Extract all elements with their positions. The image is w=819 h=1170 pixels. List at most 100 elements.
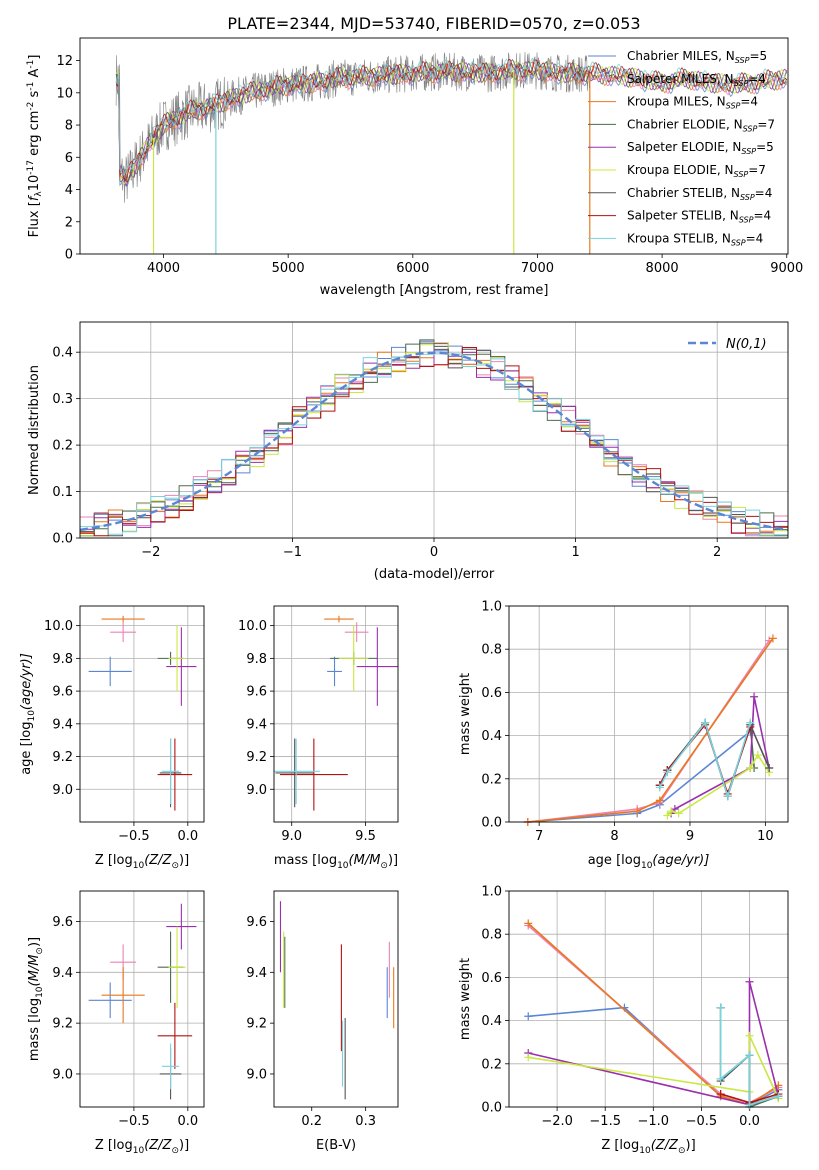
histogram-plot <box>80 339 788 537</box>
x-axis-label: Z [log10(Z/Z⊙)] <box>95 853 189 871</box>
weight-marker <box>745 1100 754 1109</box>
y-axis-label-part: f <box>27 194 42 201</box>
y-axis-label-part: -2 <box>26 102 36 111</box>
y-axis-label-part: s <box>27 90 42 101</box>
y-axis-label-part: age [log <box>19 722 34 775</box>
y-axis-label-part: Flux [ <box>27 201 42 237</box>
y-tick-label: 0.4 <box>481 729 502 744</box>
model-spectrum <box>115 59 788 182</box>
legend-label: Salpeter ELODIE, NSSP=5 <box>627 140 774 156</box>
x-tick-label: −2 <box>141 545 160 560</box>
x-tick-label: 9 <box>686 829 694 844</box>
weight-line <box>527 637 774 823</box>
y-axis-label-part: -1 <box>26 82 36 91</box>
legend-label-base: Salpeter STELIB, N <box>627 209 739 223</box>
y-axis-label-part: A <box>27 69 42 82</box>
panel-mass_vs_EBV: 0.2 0.3 9.0 9.2 9.4 9.6 E(B-V) <box>246 890 399 1153</box>
legend-label: Kroupa MILES, NSSP=4 <box>627 95 758 111</box>
y-tick-label: 0.6 <box>481 686 502 701</box>
x-axis-label-part: (Z/Z <box>651 1138 679 1153</box>
y-tick-label: 10.0 <box>238 619 267 634</box>
x-tick-label: 7000 <box>521 261 554 276</box>
errorbar-plot <box>88 903 197 1100</box>
y-tick-label: 0.0 <box>481 1101 502 1116</box>
x-tick-label: 10 <box>757 829 774 844</box>
x-axis-label-part: ⊙ <box>678 1146 686 1156</box>
y-tick-label: 9.4 <box>246 717 267 732</box>
x-axis-label-part: ⊙ <box>380 861 388 871</box>
y-tick-label: 8 <box>65 119 73 134</box>
legend-label: N(0,1) <box>726 337 767 352</box>
legend-label-base: Chabrier ELODIE, N <box>627 117 743 131</box>
legend-label-base: Kroupa ELODIE, N <box>627 163 734 177</box>
axes-frame <box>273 890 399 1108</box>
y-tick-label: 4 <box>65 183 73 198</box>
weight-marker <box>633 807 642 816</box>
x-axis-label: E(B-V) <box>316 1138 356 1153</box>
weight-marker <box>774 1092 783 1101</box>
weight-marker <box>667 807 676 816</box>
legend-label-sub: SSP <box>739 216 754 225</box>
weight-marker <box>746 764 755 772</box>
y-tick-label: 10.0 <box>44 619 73 634</box>
weight-line <box>527 640 770 823</box>
errorbar-plot <box>88 615 197 811</box>
y-axis-label: mass weight <box>458 958 473 1040</box>
weight-marker <box>716 1074 725 1083</box>
legend-label-base: Kroupa STELIB, N <box>627 231 731 245</box>
y-axis-label-part: erg cm <box>27 111 42 160</box>
y-tick-label: 0.0 <box>481 816 502 831</box>
errorbar-plot <box>279 901 395 1100</box>
y-axis-label-part: λ <box>34 191 44 197</box>
legend-label-tail: =4 <box>740 95 758 109</box>
y-tick-label: 9.2 <box>246 1017 267 1032</box>
legend-label-sub: SSP <box>740 193 755 202</box>
x-tick-label: 2 <box>713 545 721 560</box>
y-axis-label-part: (age/yr)] <box>19 653 34 710</box>
legend-label-sub: SSP <box>734 170 749 179</box>
model-spectrum <box>115 57 787 176</box>
legend-label-base: Salpeter MILES, N <box>627 72 734 86</box>
y-axis-label: mass weight <box>458 673 473 755</box>
x-tick-label: 9.5 <box>355 829 376 844</box>
y-tick-label: 0.3 <box>52 392 73 407</box>
y-tick-label: 0.4 <box>481 1014 502 1029</box>
legend-label: Kroupa ELODIE, NSSP=7 <box>627 163 766 179</box>
x-axis-label-part: (age/yr)] <box>652 853 709 868</box>
x-tick-label: 9000 <box>770 261 803 276</box>
x-axis-label: (data-model)/error <box>374 567 495 582</box>
x-axis-label-part: )] <box>388 853 398 868</box>
y-tick-label: 9.4 <box>52 717 73 732</box>
x-axis-label-part: (Z/Z <box>144 1138 172 1153</box>
legend-label: Kroupa STELIB, NSSP=4 <box>627 231 763 247</box>
y-tick-label: 0.2 <box>481 772 502 787</box>
legend-label-tail: =5 <box>749 49 767 63</box>
x-axis-label-part: age [log <box>588 853 641 868</box>
y-axis-label-part: 10 <box>27 710 37 722</box>
x-tick-label: −0.5 <box>686 1114 718 1129</box>
panel-residuals: −2 −1 0 1 2 0.0 0.1 0.2 0.3 0.4 N(0,1) (data-model)… <box>27 321 789 582</box>
histogram-series <box>80 347 788 537</box>
panel-spectrum: 4000 5000 6000 7000 8000 9000 0 2 4 6 8 10 12 Chabrie… <box>26 37 803 298</box>
x-tick-label: 0.0 <box>177 829 198 844</box>
y-tick-label: 9.2 <box>246 750 267 765</box>
panel-age_vs_Z: −0.5 0.09.09.29.49.69.810.0Z [log10(Z/Z⊙)… <box>19 605 205 871</box>
x-axis-label-part: ⊙ <box>171 1146 179 1156</box>
panel-weight_vs_Z: −2.0 −1.5 −1.0 −0.5 0.0 0.0 0.2 0.4 0.6 0.8 1.0 Z [… <box>458 885 789 1156</box>
y-tick-label: 6 <box>65 151 73 166</box>
axes-frame <box>508 605 789 823</box>
legend-label: Chabrier STELIB, NSSP=4 <box>627 186 772 202</box>
weight-marker <box>655 783 664 792</box>
y-axis-label: mass [log10(M/M⊙)] <box>27 937 45 1061</box>
weight-marker <box>723 792 732 801</box>
y-tick-label: 9.2 <box>52 1017 73 1032</box>
x-tick-label: 9.0 <box>281 829 302 844</box>
y-tick-label: 9.6 <box>52 915 73 930</box>
x-axis-label-part: 10 <box>133 861 145 871</box>
y-tick-label: 0.2 <box>481 1057 502 1072</box>
y-tick-label: 9.0 <box>246 1067 267 1082</box>
x-axis-label-part: )] <box>179 853 189 868</box>
weight-marker <box>716 1003 725 1012</box>
x-axis-label-part: 10 <box>641 861 653 871</box>
